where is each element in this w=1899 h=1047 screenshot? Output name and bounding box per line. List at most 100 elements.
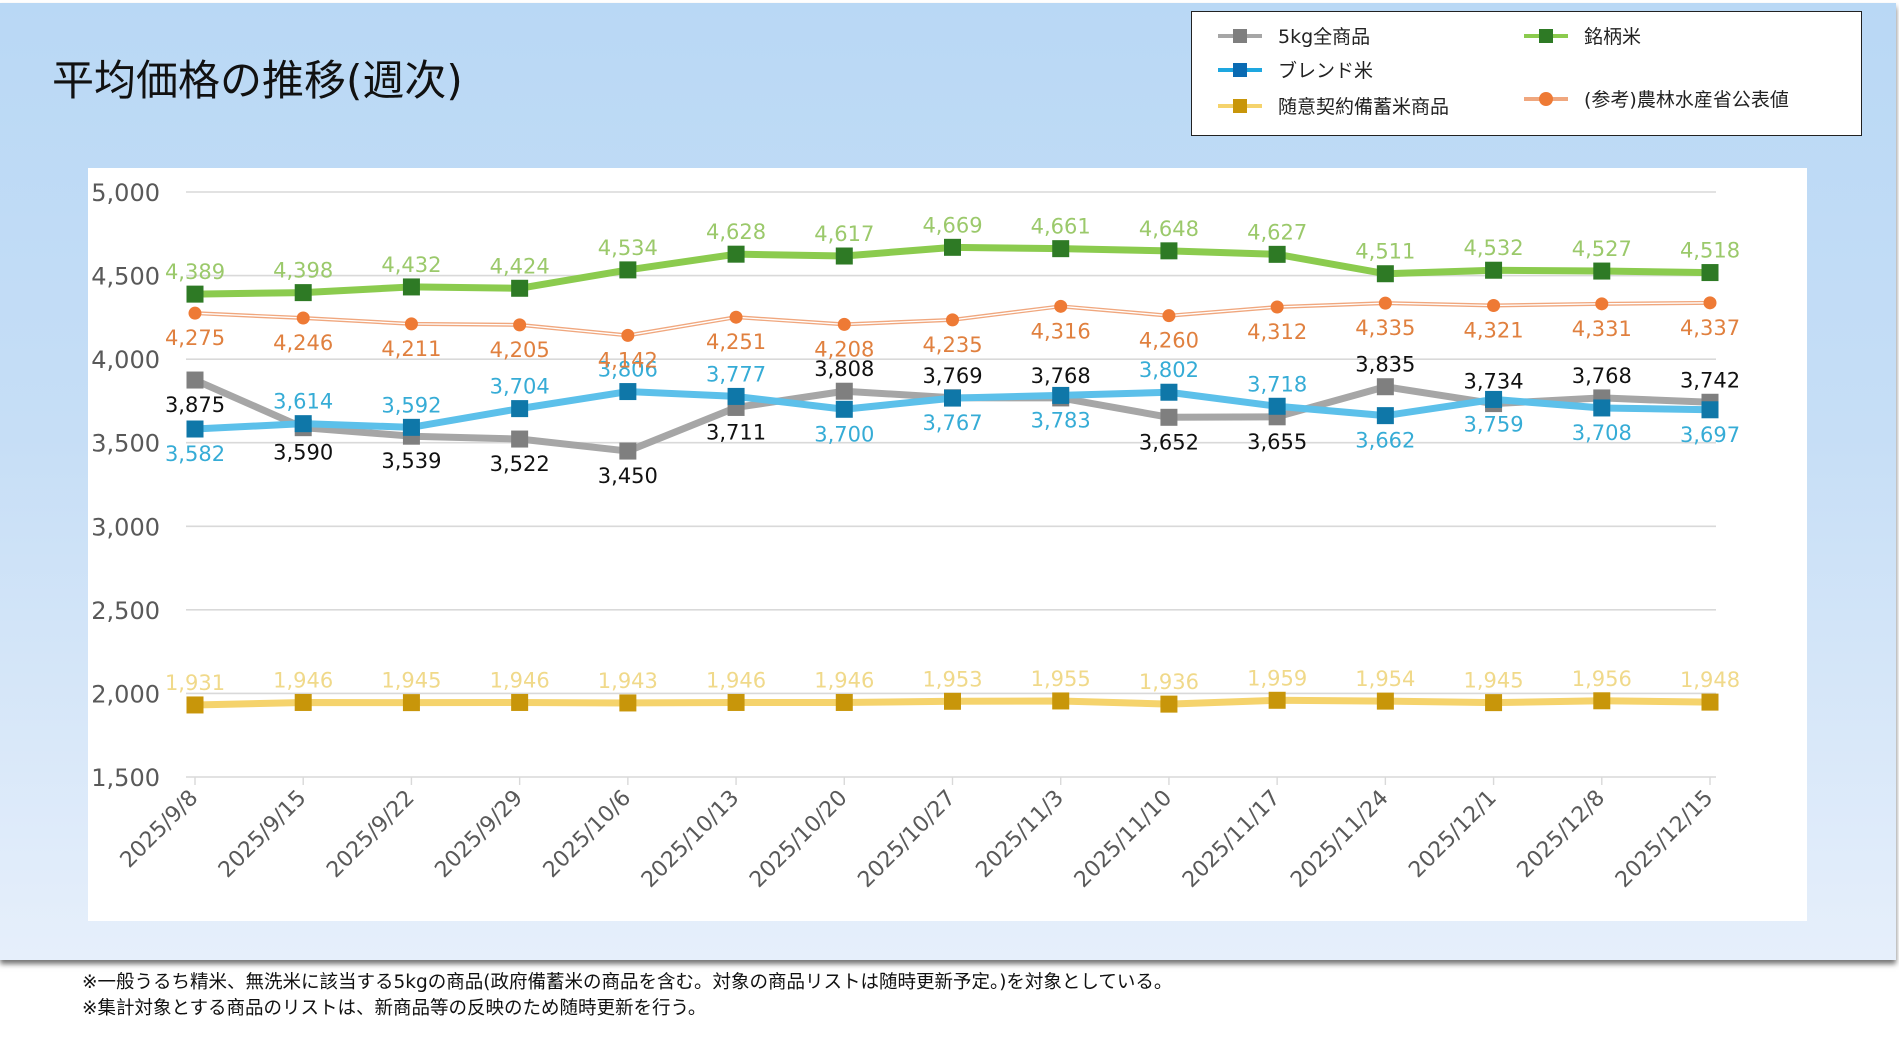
data-label: 4,669 <box>922 213 982 237</box>
data-point-marker <box>1376 378 1394 396</box>
data-label: 1,936 <box>1139 670 1199 694</box>
data-point-marker <box>404 317 418 331</box>
data-label: 3,759 <box>1464 412 1524 436</box>
data-point-marker <box>1701 401 1719 419</box>
legend-item-maff-reference: (参考)農林水産省公表値 <box>1524 85 1789 112</box>
data-label: 4,208 <box>814 337 874 361</box>
data-label: 3,875 <box>165 393 225 417</box>
data-label: 3,450 <box>598 464 658 488</box>
y-tick-label: 5,000 <box>91 179 160 207</box>
data-point-marker <box>619 383 637 401</box>
data-label: 4,337 <box>1680 316 1740 340</box>
x-tick-label: 2025/10/13 <box>637 786 744 893</box>
y-tick-label: 2,500 <box>91 597 160 625</box>
data-label: 1,959 <box>1247 666 1307 690</box>
data-label: 4,260 <box>1139 329 1199 353</box>
data-point-marker <box>1593 262 1611 280</box>
data-label: 1,945 <box>1464 669 1524 693</box>
data-label: 4,432 <box>381 253 441 277</box>
data-point-marker <box>944 238 961 256</box>
data-label: 1,931 <box>165 671 225 695</box>
legend-circle-marker-icon <box>1524 91 1568 106</box>
x-tick-label: 2025/11/10 <box>1070 786 1177 893</box>
data-label: 4,424 <box>490 254 550 278</box>
data-label: 4,331 <box>1572 317 1632 341</box>
data-point-marker <box>511 430 529 448</box>
data-point-marker <box>1701 264 1719 282</box>
data-point-marker <box>1270 300 1284 314</box>
x-tick-label: 2025/9/29 <box>430 786 527 883</box>
data-label: 3,704 <box>490 375 550 399</box>
data-point-marker <box>296 311 310 325</box>
legend-item-brand-rice: 銘柄米 <box>1524 22 1641 49</box>
data-point-marker <box>1160 408 1178 426</box>
data-point-marker <box>511 693 529 711</box>
data-label: 3,708 <box>1572 421 1632 445</box>
legend: 5kg全商品 銘柄米 ブレンド米 随意契約備蓄米商品 (参考)農林水産省公表値 <box>1191 11 1862 136</box>
legend-item-stockpile-rice: 随意契約備蓄米商品 <box>1218 92 1449 119</box>
data-label: 4,312 <box>1247 320 1307 344</box>
data-point-marker <box>727 245 745 263</box>
data-point-marker <box>1376 407 1394 425</box>
data-label: 4,275 <box>165 326 225 350</box>
data-point-marker <box>619 442 637 460</box>
data-label: 3,767 <box>922 411 982 435</box>
data-point-marker <box>186 371 204 389</box>
data-label: 3,835 <box>1355 353 1415 377</box>
data-point-marker <box>621 328 635 342</box>
data-point-marker <box>1268 691 1286 709</box>
data-point-marker <box>1701 693 1719 711</box>
data-label: 1,954 <box>1355 667 1415 691</box>
data-point-marker <box>1595 297 1609 311</box>
data-label: 3,808 <box>814 357 874 381</box>
legend-square-marker-icon <box>1218 28 1262 43</box>
data-point-marker <box>835 382 853 400</box>
data-point-marker <box>1268 397 1286 415</box>
data-label: 3,700 <box>814 422 874 446</box>
data-label: 3,742 <box>1680 368 1740 392</box>
data-label: 4,235 <box>922 333 982 357</box>
legend-label: 銘柄米 <box>1584 26 1642 48</box>
data-point-marker <box>511 279 529 297</box>
x-tick-label: 2025/12/1 <box>1404 786 1501 883</box>
data-label: 1,956 <box>1572 667 1632 691</box>
x-tick-label: 2025/9/15 <box>214 786 311 883</box>
data-label: 4,211 <box>381 337 441 361</box>
x-tick-label: 2025/11/24 <box>1286 786 1393 893</box>
data-point-marker <box>619 261 637 279</box>
data-label: 3,614 <box>273 390 333 414</box>
data-label: 3,769 <box>922 364 982 388</box>
data-label: 4,628 <box>706 220 766 244</box>
data-label: 4,316 <box>1031 319 1091 343</box>
data-point-marker <box>1160 383 1178 401</box>
y-tick-label: 3,500 <box>91 430 160 458</box>
legend-square-marker-icon <box>1218 98 1262 113</box>
data-label: 3,802 <box>1139 358 1199 382</box>
x-tick-label: 2025/12/15 <box>1611 786 1718 893</box>
data-point-marker <box>188 306 202 320</box>
data-label: 4,389 <box>165 260 225 284</box>
legend-item-blend-rice: ブレンド米 <box>1218 56 1373 83</box>
data-point-marker <box>619 694 637 712</box>
data-point-marker <box>511 400 529 418</box>
x-tick-label: 2025/9/22 <box>322 786 419 883</box>
data-point-marker <box>1485 694 1503 712</box>
footnote-1: ※一般うるち精米、無洗米に該当する5kgの商品(政府備蓄米の商品を含む。対象の商… <box>82 972 1173 993</box>
data-label: 4,518 <box>1680 239 1740 263</box>
data-label: 1,945 <box>381 669 441 693</box>
data-point-marker <box>944 692 961 710</box>
x-tick-label: 2025/10/6 <box>539 786 636 883</box>
data-label: 4,321 <box>1464 318 1524 342</box>
data-label: 4,617 <box>814 222 874 246</box>
legend-label: 随意契約備蓄米商品 <box>1278 96 1450 118</box>
data-label: 4,335 <box>1355 316 1415 340</box>
data-point-marker <box>1052 692 1070 710</box>
data-point-marker <box>402 694 420 712</box>
data-label: 4,251 <box>706 330 766 354</box>
plot-area <box>88 168 1807 921</box>
data-point-marker <box>727 693 745 711</box>
data-label: 4,398 <box>273 259 333 283</box>
data-label: 3,783 <box>1031 408 1091 432</box>
data-point-marker <box>835 400 853 418</box>
data-label: 3,734 <box>1464 370 1524 394</box>
